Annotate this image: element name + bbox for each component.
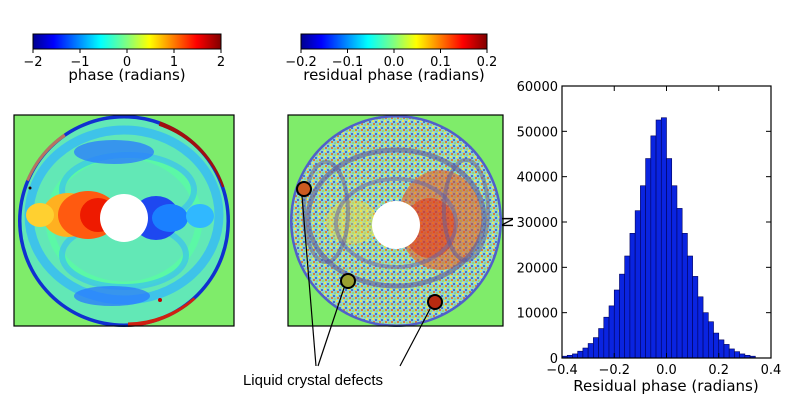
histogram-bar <box>728 348 735 359</box>
histogram: −0.4 −0.2 0.0 0.2 0.4 0 10000 20000 30000 40000 5… <box>499 80 781 395</box>
residual-map-frame <box>287 114 504 327</box>
histogram-bars <box>561 117 756 359</box>
histogram-bar <box>702 312 709 359</box>
y-tick-label: 30000 <box>517 216 558 231</box>
colorbar-residual-gradient <box>300 33 488 50</box>
colorbar-phase-label: phase (radians) <box>68 66 185 84</box>
residual-map-center-hole <box>372 201 420 249</box>
histogram-bar <box>671 185 678 359</box>
histogram-bar <box>655 119 662 359</box>
colorbar-tick-label: 0 <box>123 55 131 70</box>
histogram-bar <box>624 255 631 359</box>
colorbar-residual-label: residual phase (radians) <box>303 66 485 84</box>
histogram-x-label: Residual phase (radians) <box>573 377 758 395</box>
x-tick-label: 0.4 <box>761 363 782 378</box>
histogram-bar <box>619 273 625 359</box>
colorbar-tick-label: −1 <box>70 55 89 70</box>
histogram-bar <box>681 233 688 359</box>
defects-annotation: Liquid crystal defects <box>243 195 431 389</box>
histogram-bar <box>650 135 657 359</box>
histogram-bar <box>718 339 725 359</box>
x-tick-label: 0.2 <box>708 363 729 378</box>
histogram-bar <box>634 210 641 359</box>
colorbar-tick-label: −0.2 <box>285 55 317 70</box>
x-tick-label: −0.2 <box>598 363 630 378</box>
colorbar-tick-label: 1 <box>170 55 178 70</box>
histogram-bar <box>593 337 599 359</box>
histogram-bar <box>666 158 673 359</box>
histogram-y-label: N <box>499 216 517 227</box>
histogram-bar <box>723 344 730 359</box>
y-tick-label: 60000 <box>517 80 558 95</box>
colorbar-tick-label: 2 <box>217 55 225 70</box>
colorbar-residual-ticks: −0.2 −0.1 0.0 0.1 0.2 <box>285 49 497 70</box>
histogram-bar <box>687 255 693 359</box>
annotation-arrow <box>399 308 431 367</box>
histogram-bar <box>608 305 615 359</box>
y-tick-label: 20000 <box>517 261 558 276</box>
histogram-bar <box>739 353 746 359</box>
annotation-label: Liquid crystal defects <box>243 372 383 389</box>
colorbar-tick-label: −0.1 <box>332 55 364 70</box>
colorbar-tick-label: −2 <box>23 55 42 70</box>
histogram-x-ticks: −0.4 −0.2 0.0 0.2 0.4 <box>546 86 781 378</box>
histogram-bar <box>697 296 704 359</box>
residual-map <box>287 114 504 327</box>
histogram-bar <box>676 208 683 359</box>
colorbar-phase-gradient <box>32 33 222 50</box>
histogram-bar <box>598 328 605 359</box>
histogram-bar <box>640 185 646 359</box>
histogram-bar <box>613 289 620 359</box>
x-tick-label: −0.4 <box>546 363 578 378</box>
histogram-bar <box>707 321 714 359</box>
x-tick-label: 0.0 <box>656 363 677 378</box>
phase-map-frame <box>13 114 235 327</box>
histogram-bar <box>660 117 667 359</box>
colorbar-tick-label: 0.0 <box>384 55 405 70</box>
colorbar-tick-label: 0.2 <box>477 55 498 70</box>
colorbar-phase: −2 −1 0 1 2 phase (radians) <box>23 33 225 84</box>
histogram-bar <box>577 350 584 359</box>
y-tick-label: 10000 <box>517 307 558 322</box>
histogram-bar <box>572 353 578 359</box>
histogram-bar <box>582 347 589 359</box>
histogram-bar <box>629 233 636 359</box>
defect-marker <box>296 181 312 197</box>
colorbar-phase-ticks: −2 −1 0 1 2 <box>23 49 225 70</box>
phase-map <box>13 114 235 327</box>
y-tick-label: 50000 <box>517 125 558 140</box>
histogram-bar <box>645 158 652 359</box>
annotation-arrow <box>317 287 345 367</box>
defect-marker <box>427 294 443 310</box>
histogram-bar <box>587 343 594 359</box>
y-tick-label: 40000 <box>517 171 558 186</box>
histogram-bar <box>734 351 740 359</box>
defect-marker <box>340 273 356 289</box>
phase-map-center-hole <box>100 194 148 242</box>
histogram-bar <box>603 316 610 359</box>
histogram-y-ticks: 0 10000 20000 30000 40000 50000 60000 <box>517 80 771 367</box>
colorbar-tick-label: 0.1 <box>430 55 451 70</box>
histogram-bar <box>692 276 699 359</box>
annotation-arrow <box>301 195 317 367</box>
y-tick-label: 0 <box>550 352 558 367</box>
colorbar-residual: −0.2 −0.1 0.0 0.1 0.2 residual phase (radian… <box>285 33 497 84</box>
histogram-bar <box>713 332 720 359</box>
